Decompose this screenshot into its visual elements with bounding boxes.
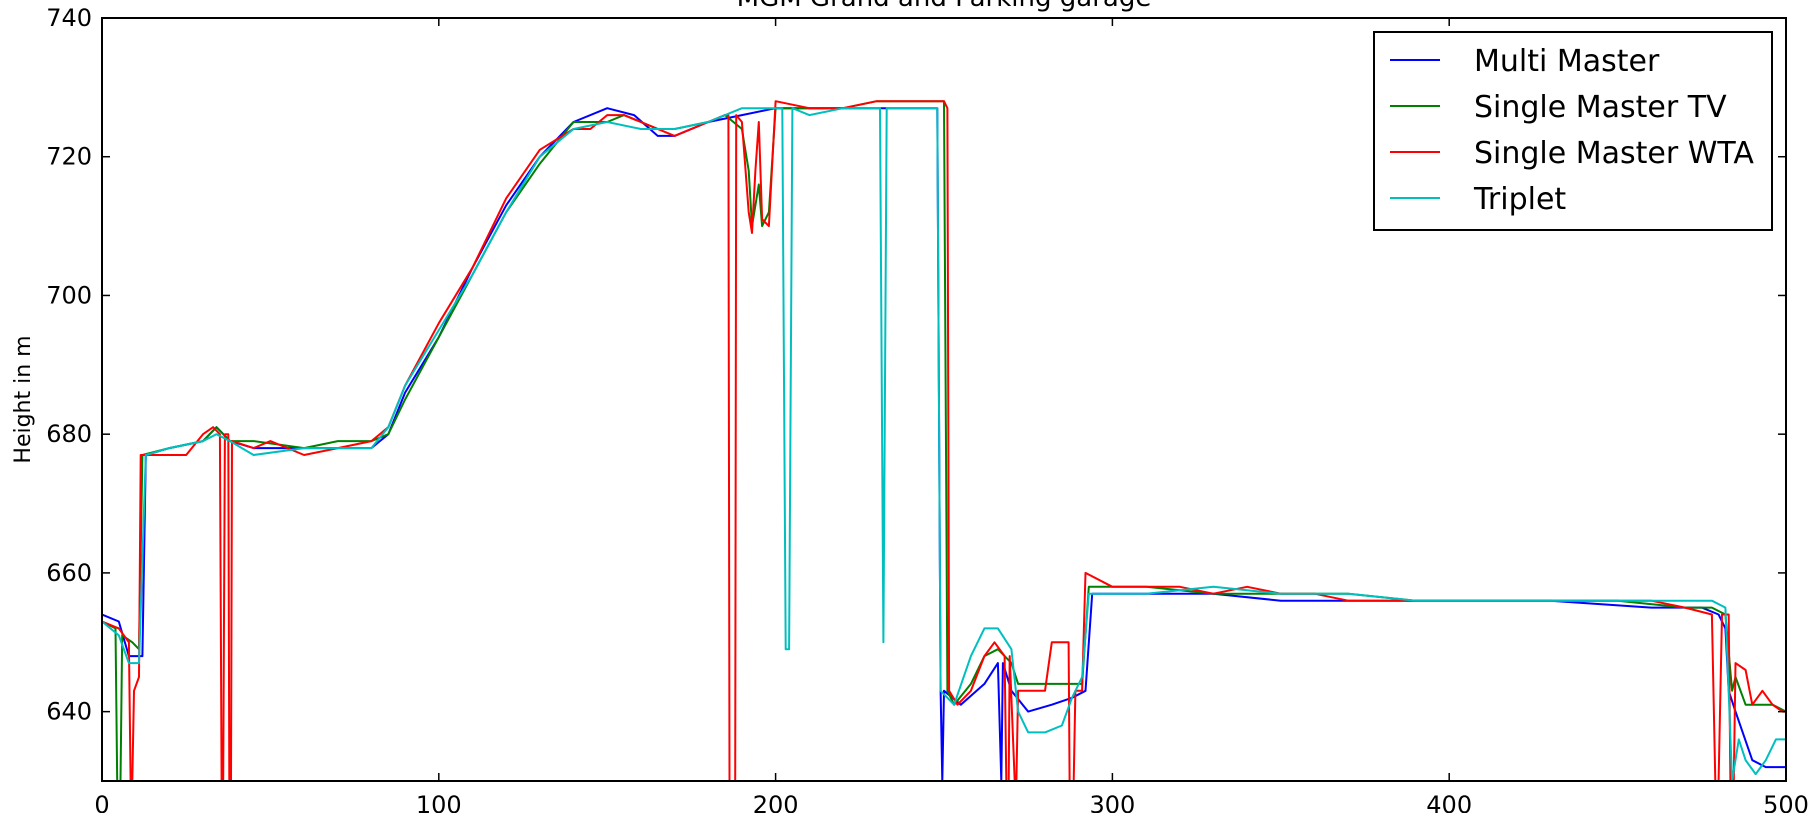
y-axis-label: Height in m xyxy=(11,335,36,463)
y-tick-label: 680 xyxy=(46,420,92,448)
legend: Multi Master Single Master TV Single Maste… xyxy=(1373,31,1773,231)
legend-label: Triplet xyxy=(1473,182,1566,217)
series-layer xyxy=(102,100,1786,781)
y-tick-label: 720 xyxy=(46,143,92,171)
y-tick-label: 640 xyxy=(46,698,92,726)
legend-box xyxy=(1373,31,1773,231)
legend-label: Single Master TV xyxy=(1474,90,1727,125)
x-tick-label: 500 xyxy=(1763,791,1809,813)
y-tick-label: 740 xyxy=(46,4,92,32)
x-tick-label: 0 xyxy=(94,791,109,813)
x-tick-label: 300 xyxy=(1089,791,1135,813)
x-tick-label: 400 xyxy=(1426,791,1472,813)
y-tick-label: 700 xyxy=(46,281,92,309)
x-tick-label: 200 xyxy=(753,791,799,813)
y-tick-label: 660 xyxy=(46,559,92,587)
legend-label: Multi Master xyxy=(1474,44,1660,79)
legend-label: Single Master WTA xyxy=(1474,136,1754,171)
plot-frame xyxy=(101,17,1787,782)
x-tick-label: 100 xyxy=(416,791,462,813)
ticks-layer: 0 100 200 300 400 500 640 660 680 700 720 740 xyxy=(46,4,1809,813)
chart-title: MGM Grand and Parking garage xyxy=(737,0,1152,13)
series-line-triplet xyxy=(102,107,1786,781)
